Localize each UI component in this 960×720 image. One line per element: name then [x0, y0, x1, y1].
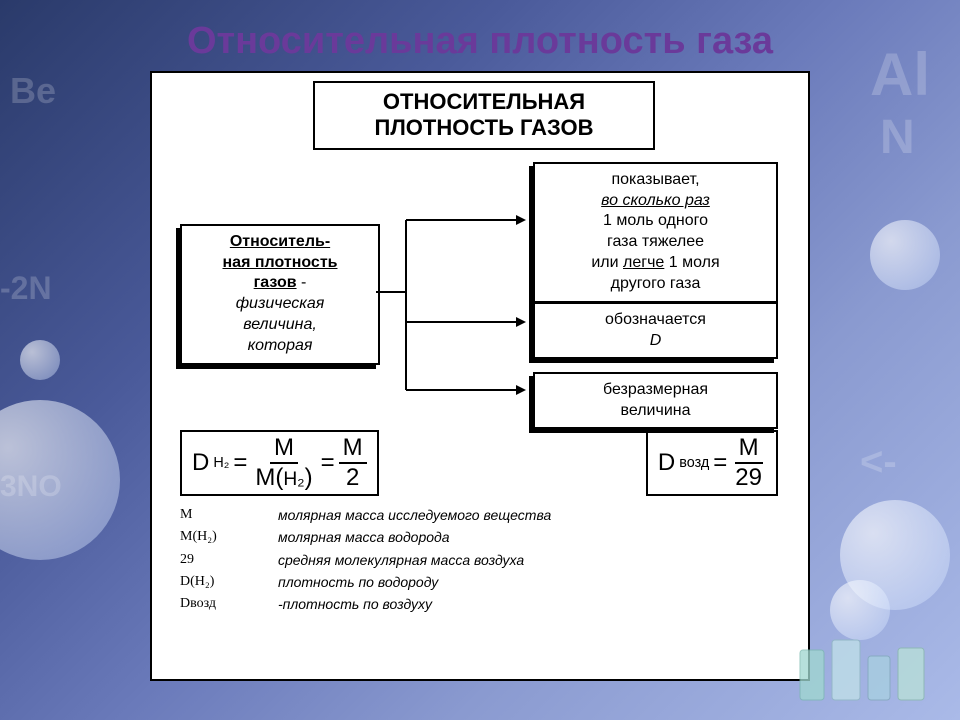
legend-symbol: Dвозд	[180, 593, 260, 615]
legend-row: Dвозд -плотность по воздуху	[180, 593, 788, 615]
main-panel: ОТНОСИТЕЛЬНАЯ ПЛОТНОСТЬ ГАЗОВ Относитель…	[150, 71, 810, 681]
formula-row: DH₂ = M M(H₂) = M 2 Dвозд = M 29	[180, 430, 788, 496]
legend-row: M(H₂) молярная масса водорода	[180, 526, 788, 548]
definition-box: Относитель- ная плотность газов - физиче…	[180, 224, 380, 365]
diagram-area: Относитель- ная плотность газов - физиче…	[180, 162, 788, 422]
panel-title-line1: ОТНОСИТЕЛЬНАЯ	[375, 89, 594, 115]
legend-description: молярная масса исследуемого вещества	[278, 504, 788, 526]
arrows-svg	[376, 162, 546, 422]
slide-title: Относительная плотность газа	[0, 0, 960, 71]
info-box: показывает,во сколько раз1 моль одногога…	[533, 162, 778, 303]
info-box: обозначаетсяD	[533, 302, 778, 360]
legend-row: 29 средняя молекулярная масса воздуха	[180, 549, 788, 571]
slide-content: Относительная плотность газа ОТНОСИТЕЛЬН…	[0, 0, 960, 720]
panel-title: ОТНОСИТЕЛЬНАЯ ПЛОТНОСТЬ ГАЗОВ	[313, 81, 656, 150]
formula-air: Dвозд = M 29	[646, 430, 778, 496]
legend-symbol: M	[180, 504, 260, 526]
formula-h2: DH₂ = M M(H₂) = M 2	[180, 430, 379, 496]
panel-title-line2: ПЛОТНОСТЬ ГАЗОВ	[375, 115, 594, 141]
legend: Mмолярная масса исследуемого веществаM(H…	[180, 504, 788, 616]
legend-description: молярная масса водорода	[278, 526, 788, 548]
legend-symbol: 29	[180, 549, 260, 571]
info-box: безразмернаявеличина	[533, 372, 778, 430]
legend-description: -плотность по воздуху	[278, 593, 788, 615]
beakers-decor	[790, 630, 940, 710]
legend-description: плотность по водороду	[278, 571, 788, 593]
legend-row: D(H₂) плотность по водороду	[180, 571, 788, 593]
legend-row: Mмолярная масса исследуемого вещества	[180, 504, 788, 526]
legend-description: средняя молекулярная масса воздуха	[278, 549, 788, 571]
legend-symbol: D(H₂)	[180, 571, 260, 593]
legend-symbol: M(H₂)	[180, 526, 260, 548]
